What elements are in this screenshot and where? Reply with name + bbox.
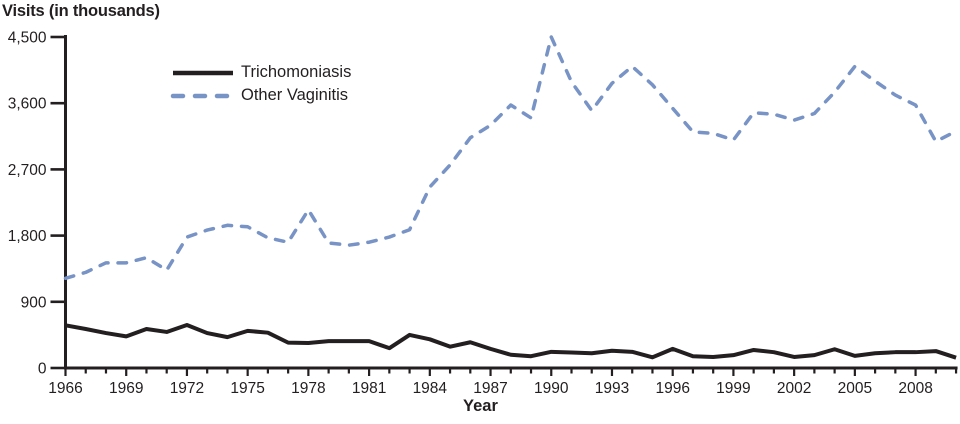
dashed-line-swatch-icon [170,93,236,98]
y-tick-label: 0 [38,361,47,378]
series-line-trichomoniasis [65,322,957,360]
x-tick-label: 1984 [413,380,448,397]
legend-label-other-vaginitis: Other Vaginitis [241,86,348,105]
x-tick-label: 1969 [109,380,143,397]
legend-item-other-vaginitis: Other Vaginitis [170,84,351,107]
x-axis-label: Year [463,397,498,415]
x-tick-label: 1990 [534,380,569,397]
series-line-other-vaginitis [63,35,958,281]
x-tick-label: 1978 [291,380,325,397]
x-tick-label: 1993 [595,380,629,397]
x-tick-label: 1987 [473,380,507,397]
chart-title: Visits (in thousands) [2,2,160,20]
solid-line-swatch-icon [173,70,233,75]
legend-item-trichomoniasis: Trichomoniasis [170,61,351,84]
y-tick-label: 2,700 [8,162,47,179]
y-tick-label: 4,500 [8,30,47,47]
x-tick-label: 2005 [838,380,872,397]
x-tick-label: 2002 [777,380,811,397]
legend-label-trichomoniasis: Trichomoniasis [241,63,352,82]
x-tick-label: 2008 [898,380,932,397]
x-tick-label: 1996 [655,380,689,397]
x-tick-label: 1972 [170,380,204,397]
x-tick-label: 1975 [230,380,264,397]
y-tick-label: 1,800 [8,228,47,245]
x-tick-label: 1966 [48,380,82,397]
x-tick-label: 1981 [352,380,386,397]
y-tick-label: 3,600 [8,96,47,113]
legend: Trichomoniasis Other Vaginitis [170,61,351,107]
x-tick-label: 1999 [716,380,750,397]
y-tick-label: 900 [21,294,47,311]
